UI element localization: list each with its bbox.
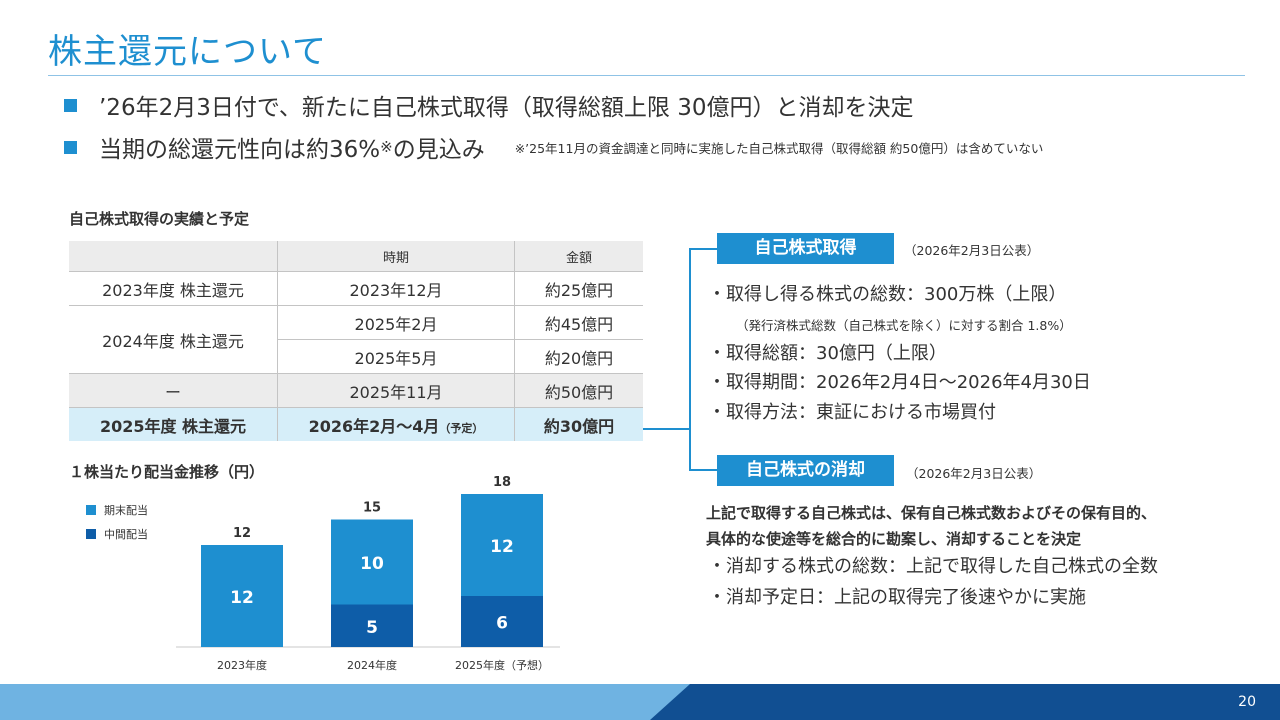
square-bullet-icon [64, 140, 77, 154]
table-row-highlight: 2025年度 株主還元 2026年2月～4月（予定） 約30億円 [69, 407, 643, 441]
x-tick-label: 2025年度（予想） [455, 658, 549, 672]
bullet-text: ’26年2月3日付で、新たに自己株式取得（取得総額上限 30億円）と消却を決定 [99, 95, 914, 121]
buyback-table: 時期 金額 2023年度 株主還元 2023年12月 約25億円 2024年度 … [69, 241, 643, 441]
bar-value-label: 6 [496, 614, 508, 634]
row-label: 2025年度 株主還元 [69, 407, 278, 441]
bar-value-label: 10 [360, 554, 384, 574]
connector-line [689, 469, 719, 471]
bar-total-label: 12 [233, 526, 251, 541]
table-header-row: 時期 金額 [69, 241, 643, 272]
row-amount: 約50億円 [514, 373, 643, 408]
bar-segment [461, 494, 543, 596]
bar-value-label: 12 [230, 588, 254, 608]
square-bullet-icon [64, 98, 77, 112]
x-tick-label: 2024年度 [347, 658, 397, 672]
legend-label: 中間配当 [104, 528, 148, 541]
row-amount: 約30億円 [514, 407, 643, 441]
cancellation-statement: 上記で取得する自己株式は、保有自己株式数およびその保有目的、 [706, 504, 1157, 522]
header-amount: 金額 [514, 241, 643, 272]
row-period: 2025年5月 [277, 339, 515, 374]
row-label: 2023年度 株主還元 [69, 271, 278, 306]
cancellation-line: ・消却予定日：上記の取得完了後速やかに実施 [708, 587, 1086, 608]
connector-line [643, 428, 691, 430]
row-period: 2025年11月 [277, 373, 515, 408]
cancellation-published: （2026年2月3日公表） [906, 466, 1042, 481]
acquisition-line: ・取得総額：30億円（上限） [708, 343, 947, 364]
row-period: 2023年12月 [277, 271, 515, 306]
acquisition-line: ・取得期間：2026年2月4日～2026年4月30日 [708, 372, 1091, 393]
bullet-text: 当期の総還元性向は約36% [99, 137, 381, 163]
table-row: 2024年度 株主還元 2025年2月 約45億円 [69, 305, 643, 374]
row-period-text: 2026年2月～4月 [308, 416, 440, 436]
acquisition-line: ・取得方法：東証における市場買付 [708, 402, 996, 423]
cancellation-statement: 具体的な使途等を総合的に勘案し、消却することを決定 [706, 530, 1082, 548]
row-amount: 約25億円 [514, 271, 643, 306]
bar-total-label: 18 [493, 475, 511, 490]
table-row: 2023年度 株主還元 2023年12月 約25億円 [69, 271, 643, 306]
bullet-text-tail: の見込み [392, 137, 485, 163]
row-period: 2025年2月 [277, 305, 515, 340]
bar-total-label: 15 [363, 501, 381, 516]
bar-value-label: 5 [366, 618, 378, 638]
bar-segment [201, 545, 283, 647]
row-amount: 約45億円 [514, 305, 643, 340]
header-empty [69, 241, 278, 272]
header-period: 時期 [277, 241, 515, 272]
acquisition-line: ・取得し得る株式の総数：300万株（上限） [708, 284, 1067, 305]
connector-line [689, 248, 691, 470]
table-heading: 自己株式取得の実績と予定 [69, 210, 250, 228]
acquisition-note: （発行済株式総数（自己株式を除く）に対する割合 1.8%） [736, 318, 1072, 333]
cancellation-line: ・消却する株式の総数：上記で取得した自己株式の全数 [708, 556, 1158, 577]
legend-item: 中間配当 [86, 526, 148, 542]
title-divider [48, 75, 1245, 76]
cancellation-header: 自己株式の消却 [717, 455, 894, 486]
acquisition-published: （2026年2月3日公表） [904, 243, 1040, 258]
connector-line [689, 248, 719, 250]
table-row: ー 2025年11月 約50億円 [69, 373, 643, 408]
legend-item: 期末配当 [86, 502, 148, 518]
table-row: 2025年5月 約20億円 [69, 339, 643, 374]
row-period: 2026年2月～4月（予定） [277, 407, 515, 441]
legend-label: 期末配当 [104, 504, 148, 517]
bullet-buyback: ’26年2月3日付で、新たに自己株式取得（取得総額上限 30億円）と消却を決定 [64, 88, 914, 122]
dividend-chart: 12 12 2023年度 5 10 15 2024年度 6 12 18 2025年度（予想） [176, 475, 560, 672]
legend-swatch [86, 529, 96, 539]
page-number: 20 [1238, 694, 1256, 710]
legend-swatch [86, 505, 96, 515]
row-label: ー [69, 373, 278, 408]
footer-decoration [0, 684, 1280, 720]
row-period-note: （予定） [439, 421, 484, 435]
footnote-mark: ※ [380, 138, 393, 156]
page-title: 株主還元について [48, 32, 327, 72]
bullet-payout: 当期の総還元性向は約36% ※ の見込み ※’25年11月の資金調達と同時に実施した… [64, 130, 1043, 164]
bar-segment [331, 604, 413, 647]
bar-value-label: 12 [490, 537, 514, 557]
bar-segment [461, 596, 543, 647]
bar-segment [331, 519, 413, 605]
footnote-text: ※’25年11月の資金調達と同時に実施した自己株式取得（取得総額 約50億円）は… [514, 140, 1044, 156]
row-amount: 約20億円 [514, 339, 643, 374]
x-tick-label: 2023年度 [217, 658, 267, 672]
acquisition-header: 自己株式取得 [717, 233, 894, 264]
chart-title: １株当たり配当金推移（円） [69, 463, 265, 481]
row-label: 2024年度 株主還元 [69, 305, 278, 374]
